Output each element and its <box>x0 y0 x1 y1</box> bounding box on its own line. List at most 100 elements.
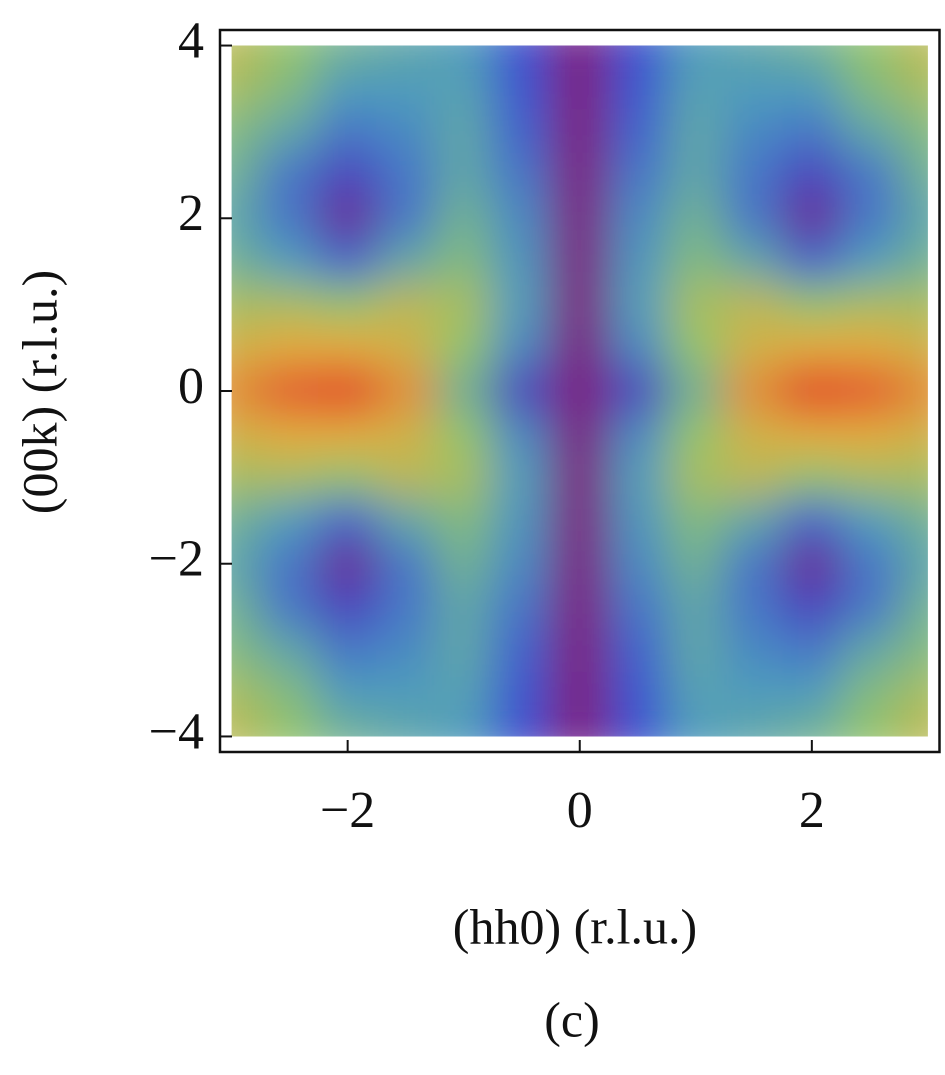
heatmap-cell <box>376 325 436 370</box>
heatmap-cell <box>608 282 668 327</box>
heatmap-cell <box>724 109 784 154</box>
heatmap-cell <box>376 109 436 154</box>
heatmap-cell <box>376 671 436 716</box>
heatmap-cell <box>608 714 668 737</box>
heatmap-cell <box>231 45 262 68</box>
heatmap-cell <box>898 628 928 673</box>
heatmap-cell <box>376 541 436 586</box>
heatmap-cell <box>782 541 842 586</box>
heatmap-cell <box>782 498 842 543</box>
heatmap-cell <box>782 66 842 111</box>
heatmap-cell <box>260 325 320 370</box>
heatmap-cell <box>782 282 842 327</box>
heatmap-cell <box>318 368 378 414</box>
heatmap-cell <box>666 66 726 111</box>
heatmap-cell <box>434 671 494 716</box>
heatmap-cell <box>840 196 900 241</box>
heatmap-cell <box>724 714 784 737</box>
heatmap-cell <box>434 282 494 327</box>
heatmap-cell <box>666 584 726 629</box>
heatmap-cell <box>898 368 928 414</box>
heatmap-cell <box>318 584 378 629</box>
heatmap-cell <box>840 584 900 629</box>
heatmap-cell <box>260 282 320 327</box>
heatmap-cell <box>318 628 378 673</box>
heatmap-cell <box>434 66 494 111</box>
heatmap-cell <box>608 584 668 629</box>
heatmap-cell <box>898 153 928 198</box>
heatmap-cell <box>492 196 552 241</box>
heatmap-cell <box>840 66 900 111</box>
heatmap-cell <box>724 153 784 198</box>
heatmap-cell <box>666 109 726 154</box>
heatmap-cell <box>231 282 262 327</box>
heatmap-cell <box>782 196 842 241</box>
heatmap-cell <box>260 671 320 716</box>
heatmap-cell <box>260 714 320 737</box>
heatmap-cell <box>492 153 552 198</box>
heatmap-cell <box>782 455 842 500</box>
heatmap-cell <box>434 368 494 414</box>
heatmap-cell <box>260 584 320 629</box>
heatmap-cell <box>608 153 668 198</box>
heatmap-cell <box>231 368 262 414</box>
heatmap-cell <box>782 412 842 457</box>
heatmap-cell <box>666 368 726 414</box>
heatmap-cell <box>898 412 928 457</box>
heatmap-cell <box>318 45 378 68</box>
heatmap-cell <box>840 239 900 284</box>
heatmap-cell <box>260 66 320 111</box>
heatmap-cell <box>840 714 900 737</box>
heatmap-cell <box>260 498 320 543</box>
heatmap-cell <box>318 109 378 154</box>
heatmap-cell <box>724 412 784 457</box>
heatmap-cell <box>898 282 928 327</box>
heatmap-cell <box>840 325 900 370</box>
heatmap-cell <box>840 153 900 198</box>
heatmap-cell <box>376 498 436 543</box>
heatmap-cell <box>260 628 320 673</box>
heatmap-cell <box>260 455 320 500</box>
heatmap-cell <box>608 671 668 716</box>
heatmap-cell <box>376 239 436 284</box>
heatmap-cell <box>260 541 320 586</box>
heatmap-cell <box>898 45 928 68</box>
heatmap-cell <box>782 109 842 154</box>
heatmap-cell <box>898 455 928 500</box>
heatmap-cell <box>492 412 552 457</box>
y-tick-label: 4 <box>178 12 204 69</box>
heatmap-cell <box>231 66 262 111</box>
heatmap-cell <box>434 412 494 457</box>
heatmap-cell <box>434 239 494 284</box>
heatmap-cell <box>608 196 668 241</box>
heatmap-cell <box>840 412 900 457</box>
heatmap-cell <box>550 714 610 737</box>
heatmap-cell <box>376 368 436 414</box>
heatmap-cell <box>318 239 378 284</box>
heatmap-cell <box>608 455 668 500</box>
heatmap-cell <box>666 239 726 284</box>
heatmap-cell <box>376 412 436 457</box>
heatmap-cell <box>492 498 552 543</box>
heatmap-cell <box>318 325 378 370</box>
heatmap-cell <box>724 541 784 586</box>
heatmap-cell <box>724 282 784 327</box>
heatmap-cell <box>231 541 262 586</box>
heatmap-cell <box>492 239 552 284</box>
heatmap-cell <box>434 541 494 586</box>
heatmap-cell <box>666 196 726 241</box>
heatmap-cell <box>434 196 494 241</box>
heatmap-cell <box>666 455 726 500</box>
y-axis-label: (00k) (r.l.u.) <box>11 270 67 514</box>
heatmap-cell <box>318 455 378 500</box>
heatmap-cell <box>550 239 610 284</box>
heatmap-cell <box>724 368 784 414</box>
y-tick-label: −2 <box>149 531 204 588</box>
heatmap-cell <box>724 196 784 241</box>
heatmap-cell <box>724 584 784 629</box>
heatmap-cell <box>376 714 436 737</box>
heatmap-cell <box>231 412 262 457</box>
heatmap-cell <box>231 498 262 543</box>
heatmap-cell <box>492 368 552 414</box>
